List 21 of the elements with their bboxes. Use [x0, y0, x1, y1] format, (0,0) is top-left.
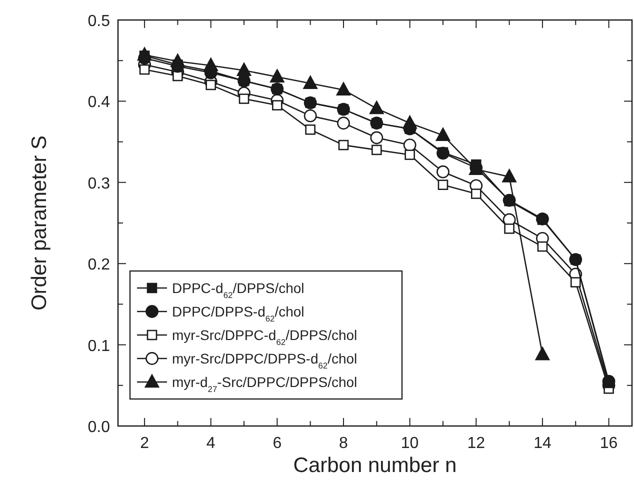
x-tick-label: 8	[339, 435, 348, 452]
x-tick-label: 10	[400, 435, 419, 452]
x-tick-label: 16	[600, 435, 618, 452]
y-tick-label: 0.2	[88, 256, 110, 274]
x-tick-label: 4	[206, 435, 216, 452]
y-tick-label: 0.4	[88, 94, 110, 112]
legend-label: myr-d$_{27}$-Src/DPPC/DPPS/chol	[172, 374, 358, 394]
x-tick-label: 14	[534, 435, 552, 452]
legend-label: DPPC-d$_{62}$/DPPS/chol	[172, 280, 304, 300]
x-axis-title: Carbon number n	[293, 454, 457, 477]
y-tick-label: 0.1	[88, 338, 110, 355]
x-tick-label: 2	[140, 435, 150, 452]
y-axis-title: Order parameter S	[28, 135, 51, 311]
y-tick-label: 0.3	[88, 175, 110, 192]
x-tick-label: 6	[272, 435, 282, 452]
legend-label: myr-Src/DPPC-d$_{62}$/DPPS/chol	[172, 327, 358, 347]
x-tick-label: 12	[467, 435, 486, 452]
y-tick-label: 0.0	[88, 419, 110, 436]
legend-label: DPPC/DPPS-d$_{62}$/chol	[172, 304, 304, 324]
y-tick-label: 0.5	[88, 13, 110, 30]
legend-label: myr-Src/DPPC/DPPS-d$_{62}$/chol	[172, 350, 358, 370]
